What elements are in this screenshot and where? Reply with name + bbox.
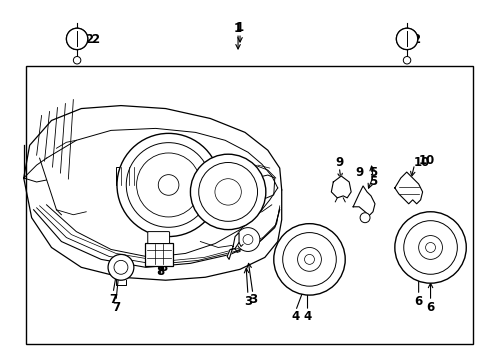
Bar — [116, 167, 138, 185]
Bar — [26, 66, 471, 344]
Circle shape — [359, 213, 369, 223]
Polygon shape — [226, 233, 239, 260]
Circle shape — [198, 162, 257, 221]
Text: 10: 10 — [418, 154, 434, 167]
Text: 8: 8 — [159, 261, 167, 274]
Bar — [144, 243, 172, 266]
Text: 2: 2 — [412, 33, 420, 46]
Circle shape — [396, 28, 417, 50]
Circle shape — [66, 28, 87, 50]
Circle shape — [108, 255, 134, 280]
Text: 1: 1 — [236, 21, 244, 34]
Circle shape — [66, 28, 87, 50]
Polygon shape — [331, 176, 350, 198]
Circle shape — [117, 133, 220, 237]
Circle shape — [396, 28, 417, 50]
Circle shape — [126, 143, 210, 227]
Circle shape — [394, 212, 466, 283]
Text: 2: 2 — [91, 33, 99, 46]
Text: 3: 3 — [244, 294, 251, 307]
Text: 2: 2 — [85, 33, 93, 46]
FancyBboxPatch shape — [147, 231, 169, 243]
Text: 5: 5 — [368, 166, 376, 179]
Text: 4: 4 — [303, 310, 311, 323]
Circle shape — [190, 154, 265, 230]
Text: 9: 9 — [354, 166, 363, 179]
Circle shape — [403, 57, 410, 64]
Circle shape — [73, 57, 81, 64]
Text: 7: 7 — [112, 301, 120, 314]
Polygon shape — [394, 172, 422, 204]
Text: 1: 1 — [234, 22, 242, 35]
Circle shape — [236, 228, 259, 251]
Text: 9: 9 — [334, 156, 343, 168]
Text: 3: 3 — [248, 293, 257, 306]
Text: 7: 7 — [109, 293, 117, 306]
Text: 2: 2 — [410, 33, 418, 46]
Text: 6: 6 — [426, 301, 434, 314]
Polygon shape — [352, 186, 374, 216]
Circle shape — [273, 224, 345, 295]
Text: 8: 8 — [156, 265, 164, 278]
Text: 6: 6 — [414, 294, 422, 307]
Text: 10: 10 — [413, 156, 429, 168]
Text: 5: 5 — [368, 175, 376, 189]
Text: 4: 4 — [291, 310, 299, 323]
